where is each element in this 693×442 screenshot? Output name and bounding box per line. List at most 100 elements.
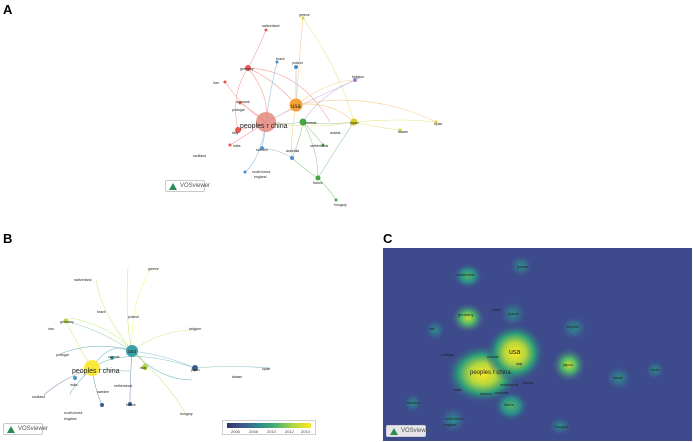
year-color-legend: 2006 2008 2010 2012 2014 bbox=[222, 420, 316, 435]
density-blob-switzerland bbox=[453, 263, 483, 289]
label-iran-a: iran bbox=[213, 81, 219, 85]
label-belgium-a: belgium bbox=[352, 75, 364, 79]
label-scotland-b: scotland bbox=[32, 395, 45, 399]
label-iran-b: iran bbox=[48, 327, 54, 331]
label-italy-c: italy bbox=[516, 362, 522, 366]
label-england-c: england bbox=[444, 423, 457, 427]
density-blob-england bbox=[439, 406, 467, 434]
node-germany-b bbox=[63, 318, 69, 324]
node-china-b bbox=[84, 360, 100, 376]
node-switzerland-a bbox=[264, 28, 268, 32]
density-blob-iran bbox=[424, 319, 446, 341]
label-taiwan-b: taiwan bbox=[232, 375, 242, 379]
label-usa-a: usa bbox=[291, 104, 301, 110]
label-iran-c: iran bbox=[429, 327, 435, 331]
node-belgium-a bbox=[353, 78, 357, 82]
label-australia-c: australia bbox=[495, 391, 508, 395]
label-denmark-a: denmark bbox=[236, 100, 250, 104]
node-france-a bbox=[315, 175, 321, 181]
density-blob-germany bbox=[450, 302, 486, 334]
label-india-c: india bbox=[454, 388, 461, 392]
label-canada-c: canada bbox=[487, 355, 499, 359]
label-switzerland-b: switzerland bbox=[74, 278, 92, 282]
node-france-b bbox=[128, 402, 132, 406]
node-japan-b bbox=[192, 365, 198, 371]
node-greece-a bbox=[301, 16, 305, 20]
label-hungary-b: hungary bbox=[180, 412, 193, 416]
label-england-a: england bbox=[254, 175, 267, 179]
label-china-b: peoples r china bbox=[72, 368, 120, 375]
label-italy-a: italy bbox=[232, 131, 238, 135]
panel-letter-b: B bbox=[3, 231, 13, 246]
label-sweden-b: sweden bbox=[97, 390, 109, 394]
label-greece-c: greece bbox=[517, 265, 528, 269]
vosviewer-logo-text: VOSviewer bbox=[18, 426, 49, 432]
label-japan-a: japan bbox=[349, 121, 359, 125]
label-india-a: india bbox=[233, 144, 240, 148]
label-belgium-c: belgium bbox=[567, 325, 579, 329]
label-hungary-a: hungary bbox=[334, 203, 347, 207]
node-poland-a bbox=[294, 65, 298, 69]
legend-gradient-bar bbox=[227, 423, 311, 428]
label-poland-c: poland bbox=[508, 312, 519, 316]
density-blob-taiwan bbox=[605, 365, 633, 391]
node-italy-a bbox=[235, 127, 241, 133]
legend-tick: 2012 bbox=[285, 429, 294, 434]
label-japan-b: japan bbox=[190, 368, 200, 372]
label-netherlands-a: netherlands bbox=[310, 144, 329, 148]
label-south-korea-c: south korea bbox=[445, 417, 463, 421]
node-south-korea-a bbox=[243, 170, 247, 174]
node-brazil-a bbox=[275, 60, 279, 64]
legend-tick: 2014 bbox=[301, 429, 310, 434]
legend-tick: 2008 bbox=[249, 429, 258, 434]
node-usa-a bbox=[289, 98, 303, 112]
label-belgium-b: belgium bbox=[189, 327, 201, 331]
label-japan-c: japan bbox=[562, 362, 573, 367]
density-blob-spain bbox=[645, 360, 665, 380]
legend-tick: 2010 bbox=[267, 429, 276, 434]
node-israel-a bbox=[228, 143, 232, 147]
label-netherlands-b: netherlands bbox=[114, 384, 133, 388]
label-scotland-c: scotland bbox=[407, 401, 420, 405]
node-denmark-a bbox=[238, 101, 242, 105]
label-canada-b: canada bbox=[108, 355, 120, 359]
node-india-b bbox=[73, 376, 77, 380]
label-greece-b: greece bbox=[148, 267, 159, 271]
label-india-b: india bbox=[70, 383, 77, 387]
node-netherlands-a bbox=[321, 143, 325, 147]
panel-letter-a: A bbox=[3, 2, 13, 17]
legend-tick: 2006 bbox=[231, 429, 240, 434]
node-canada-a bbox=[299, 118, 307, 126]
label-italy-b: italy bbox=[140, 366, 146, 370]
vosviewer-logo-text: VOSviewer bbox=[401, 428, 432, 434]
label-portugal-a: portugal bbox=[232, 108, 245, 112]
node-sweden-a bbox=[260, 146, 264, 150]
label-south-korea-b: south korea bbox=[64, 411, 82, 415]
node-spain-a bbox=[434, 120, 438, 124]
label-taiwan-c: taiwan bbox=[613, 376, 623, 380]
node-taiwan-a bbox=[398, 128, 402, 132]
node-china-a bbox=[256, 112, 276, 132]
density-blob-usa bbox=[485, 323, 545, 383]
label-hungary-c: hungary bbox=[555, 425, 568, 429]
label-poland-b: poland bbox=[128, 315, 139, 319]
node-australia-a bbox=[290, 156, 294, 160]
node-usa-b bbox=[126, 345, 138, 357]
vosviewer-logo-icon bbox=[169, 182, 177, 190]
label-usa-b: usa bbox=[128, 349, 136, 355]
label-china-a: peoples r china bbox=[240, 123, 288, 130]
label-brazil-b: brazil bbox=[97, 310, 106, 314]
label-england-b: england bbox=[64, 417, 77, 421]
label-netherlands-c: netherlands bbox=[500, 383, 519, 387]
node-sweden-b bbox=[100, 403, 104, 407]
vosviewer-logo-a: VOSviewer bbox=[165, 180, 210, 192]
label-france-b: france bbox=[126, 403, 136, 407]
label-germany-b: germany bbox=[60, 320, 74, 324]
density-blob-japan bbox=[551, 347, 587, 383]
label-poland-a: poland bbox=[292, 61, 303, 65]
label-brazil-c: brazil bbox=[492, 308, 501, 312]
node-japan-a bbox=[350, 118, 358, 126]
vosviewer-logo-icon bbox=[390, 427, 398, 435]
label-spain-b: spain bbox=[262, 367, 270, 371]
label-greece-a: greece bbox=[299, 13, 310, 17]
